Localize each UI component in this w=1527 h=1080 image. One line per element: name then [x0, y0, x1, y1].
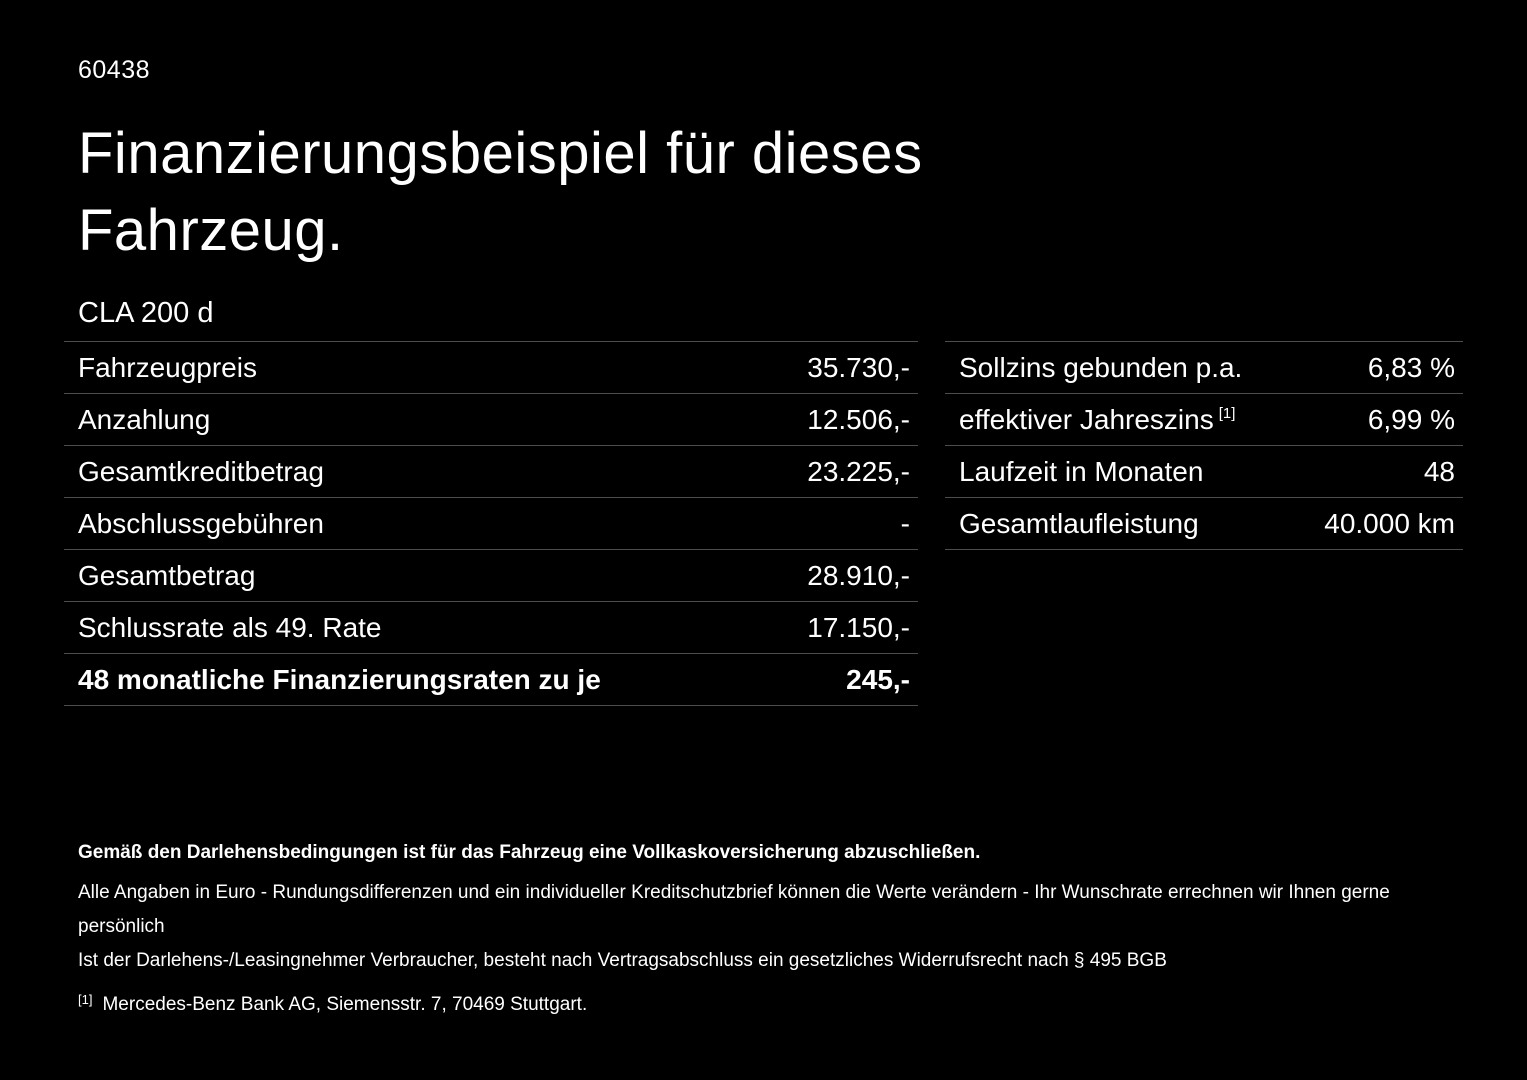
- footnote-withdrawal: Ist der Darlehens-/Leasingnehmer Verbrau…: [78, 950, 1167, 971]
- row-value: 17.150,-: [807, 611, 910, 643]
- table-row-schlussrate: Schlussrate als 49. Rate 17.150,-: [64, 601, 918, 653]
- page-title-line2: Fahrzeug.: [78, 197, 344, 263]
- table-row-gesamtkreditbetrag: Gesamtkreditbetrag 23.225,-: [64, 445, 918, 497]
- vehicle-model: CLA 200 d: [78, 297, 214, 329]
- row-value: 28.910,-: [807, 559, 910, 591]
- footnote-insurance: Gemäß den Darlehensbedingungen ist für d…: [78, 842, 981, 863]
- row-label: Schlussrate als 49. Rate: [78, 611, 382, 643]
- row-value: 245,-: [846, 663, 910, 695]
- page-title: Finanzierungsbeispiel für dieses Fahrzeug…: [78, 116, 923, 269]
- table-row-sollzins: Sollzins gebunden p.a. 6,83 %: [945, 341, 1463, 393]
- table-row-gesamtbetrag: Gesamtbetrag 28.910,-: [64, 549, 918, 601]
- footnote-source-text: Mercedes-Benz Bank AG, Siemensstr. 7, 70…: [102, 994, 588, 1015]
- table-row-anzahlung: Anzahlung 12.506,-: [64, 393, 918, 445]
- row-value: 6,83 %: [1367, 351, 1455, 383]
- row-value: 6,99 %: [1367, 403, 1455, 435]
- financing-table: Fahrzeugpreis 35.730,- Anzahlung 12.506,…: [64, 341, 918, 706]
- row-value: 35.730,-: [807, 351, 910, 383]
- footnote-source-marker: [1]: [78, 992, 93, 1007]
- table-row-effektiver-jahreszins: effektiver Jahreszins [1] 6,99 %: [945, 393, 1463, 445]
- table-row-abschlussgebuehren: Abschlussgebühren -: [64, 497, 918, 549]
- row-value: 48: [1423, 455, 1455, 487]
- table-row-laufzeit: Laufzeit in Monaten 48: [945, 445, 1463, 497]
- row-label: effektiver Jahreszins [1]: [959, 403, 1236, 435]
- row-value: 23.225,-: [807, 455, 910, 487]
- row-label: Anzahlung: [78, 403, 211, 435]
- row-label: Gesamtbetrag: [78, 559, 256, 591]
- page-title-line1: Finanzierungsbeispiel für dieses: [78, 121, 923, 186]
- footnote-source: [1] Mercedes-Benz Bank AG, Siemensstr. 7,…: [78, 992, 1458, 1016]
- row-value: -: [900, 507, 910, 539]
- row-label: Gesamtkreditbetrag: [78, 455, 324, 487]
- conditions-table: Sollzins gebunden p.a. 6,83 % effektiver…: [945, 341, 1463, 550]
- document-id: 60438: [78, 56, 151, 84]
- row-label: Gesamtlaufleistung: [959, 507, 1199, 539]
- row-value: 40.000 km: [1324, 507, 1455, 539]
- row-value: 12.506,-: [807, 403, 910, 435]
- row-label: Abschlussgebühren: [78, 507, 324, 539]
- row-label: Laufzeit in Monaten: [959, 455, 1204, 487]
- footnote-ref: [1]: [1218, 404, 1236, 422]
- table-row-monatsrate: 48 monatliche Finanzierungsraten zu je 2…: [64, 653, 918, 705]
- footnotes-section: Gemäß den Darlehensbedingungen ist für d…: [78, 842, 1458, 1016]
- table-row-gesamtlaufleistung: Gesamtlaufleistung 40.000 km: [945, 497, 1463, 549]
- table-row-fahrzeugpreis: Fahrzeugpreis 35.730,-: [64, 341, 918, 393]
- row-label: 48 monatliche Finanzierungsraten zu je: [78, 663, 601, 695]
- row-label: Sollzins gebunden p.a.: [959, 351, 1243, 383]
- footnote-euro: Alle Angaben in Euro - Rundungsdifferenz…: [78, 882, 1390, 937]
- row-label: Fahrzeugpreis: [78, 351, 257, 383]
